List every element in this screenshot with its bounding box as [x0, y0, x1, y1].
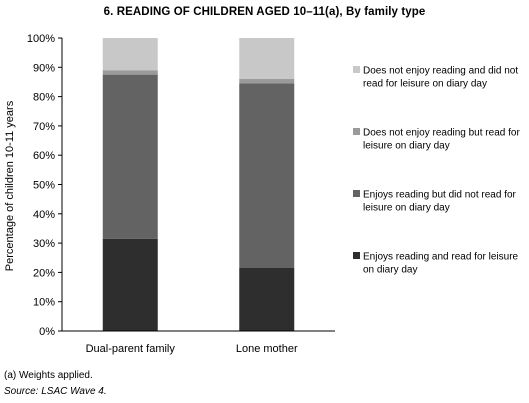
legend-label: Enjoys reading but did not read for leisu…	[363, 190, 517, 214]
legend-swatch	[353, 128, 360, 135]
axes	[61, 38, 335, 332]
legend-label: Does not enjoy reading and did not read f…	[363, 66, 518, 90]
bars	[102, 38, 295, 331]
y-tick-label: 50%	[33, 180, 55, 192]
x-tick-label: Lone mother	[236, 343, 298, 355]
bar-segment	[102, 238, 158, 331]
source-note: Source: LSAC Wave 4.	[4, 386, 107, 397]
legend: Does not enjoy reading and did not read f…	[353, 66, 520, 276]
y-tick-label: 20%	[33, 267, 55, 279]
chart-title: 6. READING OF CHILDREN AGED 10–11(a), By…	[103, 6, 426, 18]
bar-segment	[239, 83, 295, 269]
y-tick-label: 90%	[33, 62, 55, 74]
y-tick-label: 40%	[33, 209, 55, 221]
legend-label: Enjoys reading and read for leisure on di…	[363, 252, 519, 276]
footnote: (a) Weights applied.	[4, 370, 93, 381]
y-tick-label: 60%	[33, 150, 55, 162]
bar-segment	[239, 38, 295, 80]
legend-swatch	[353, 66, 360, 73]
y-axis-label-group: Percentage of children 10-11 years	[4, 100, 16, 271]
y-tick-label: 10%	[33, 297, 55, 309]
bar-segment	[102, 70, 158, 75]
bar-segment	[239, 268, 295, 331]
legend-label: Does not enjoy reading but read for leisu…	[363, 128, 520, 152]
y-ticks: 0% 10% 20% 30% 40% 50% 60% 70% 80% 90% 100%	[27, 33, 62, 338]
y-tick-label: 70%	[33, 121, 55, 133]
x-tick-label: Dual-parent family	[86, 343, 176, 355]
y-tick-label: 100%	[27, 33, 55, 45]
y-tick-label: 30%	[33, 238, 55, 250]
bar-segment	[239, 79, 295, 84]
y-tick-label: 80%	[33, 92, 55, 104]
y-tick-label: 0%	[39, 326, 55, 338]
x-tick-labels: Dual-parent family Lone mother	[86, 343, 298, 355]
legend-swatch	[353, 190, 360, 197]
bar-segment	[102, 38, 158, 71]
legend-swatch	[353, 252, 360, 259]
bar-segment	[102, 74, 158, 239]
y-axis-label: Percentage of children 10-11 years	[4, 100, 16, 271]
